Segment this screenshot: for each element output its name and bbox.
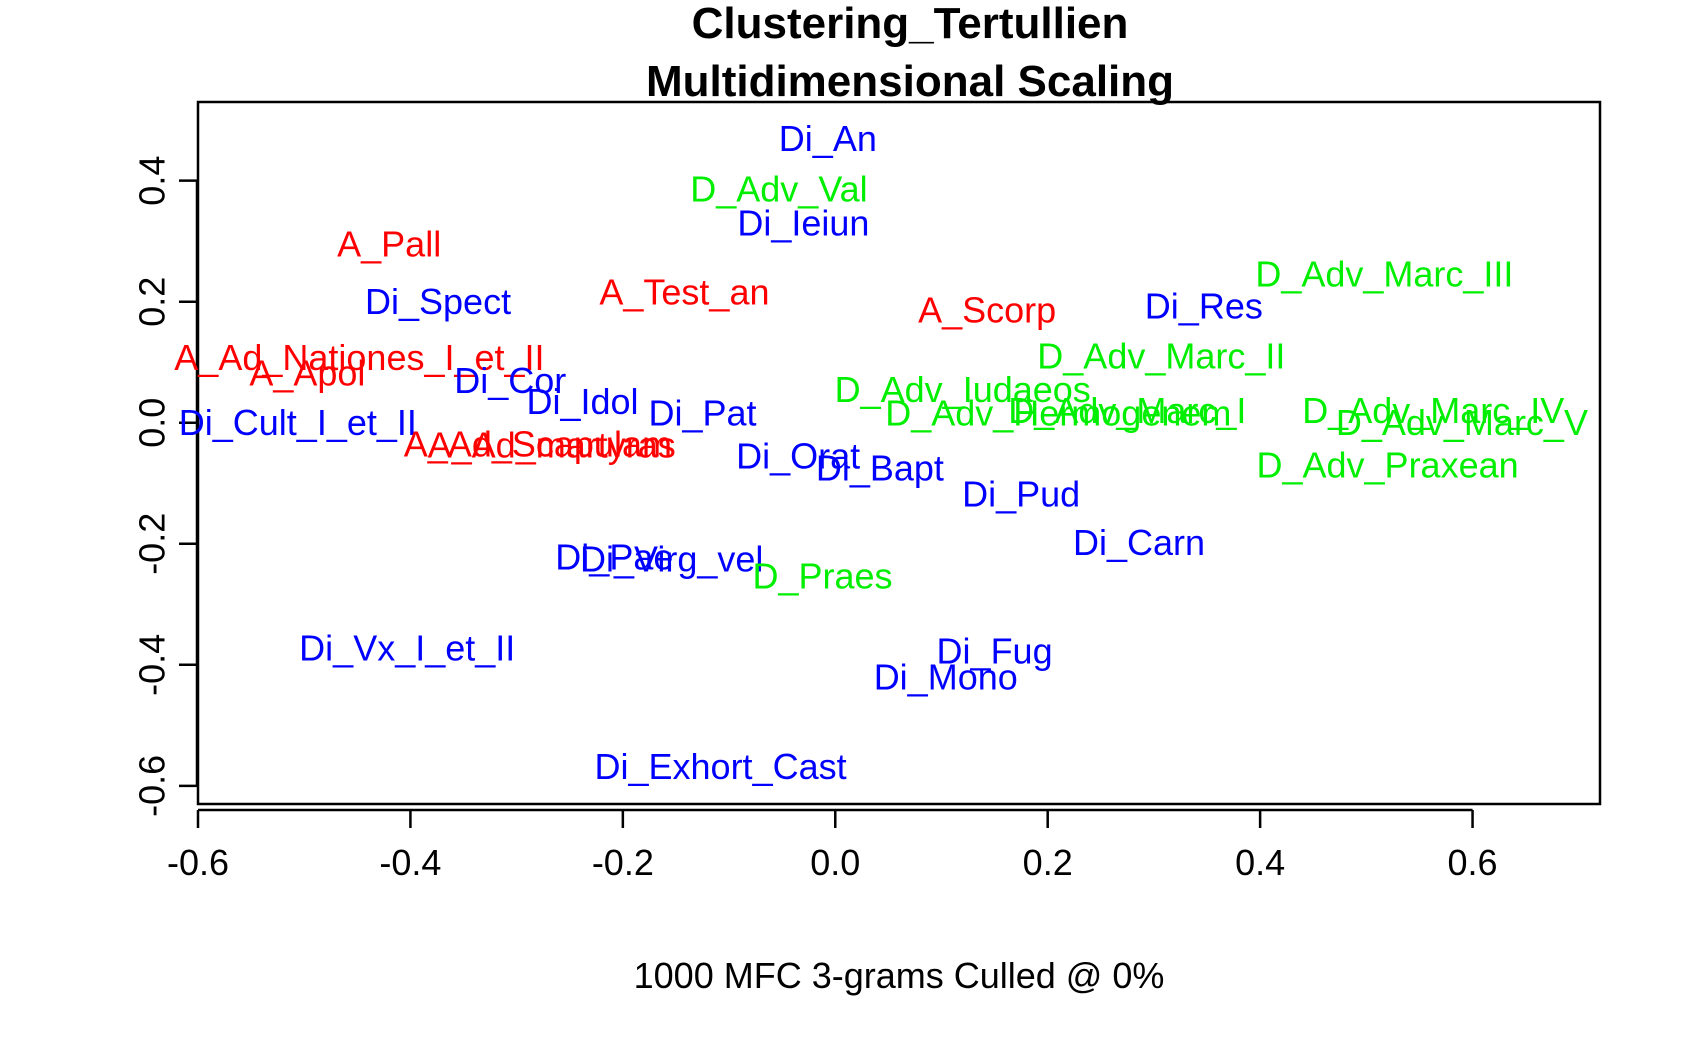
x-tick-label: 0.4 [1235,842,1285,883]
chart-title: Clustering_Tertullien [692,0,1129,48]
x-tick-label: -0.2 [592,842,654,883]
point-label: Di_Res [1145,285,1263,326]
point-label: Di_Idol [526,381,638,422]
point-label: Di_Bapt [816,448,944,489]
point-label: D_Adv_Praxean [1256,445,1518,486]
point-label: A_Pall [337,224,441,265]
point-label: Di_Carn [1073,522,1205,563]
point-label: Di_Vx_I_et_II [299,627,515,668]
x-axis: -0.6 -0.4 -0.2 0.0 0.2 0.4 0.6 [167,808,1498,883]
point-label: A_Apol [249,353,365,394]
y-axis: -0.6 -0.4 -0.2 0.0 0.2 0.4 [132,156,199,817]
point-label: Di_Mono [874,656,1018,697]
point-label: Di_Pat [648,393,756,434]
x-tick-label: 0.6 [1448,842,1498,883]
point-label: A_Ad_Scapulam [404,423,672,464]
point-label: A_Ad_Nationes_I_et_II [174,337,544,378]
y-tick-label: 0.0 [132,398,173,448]
point-label: D_Adv_Marc_I [1008,390,1246,431]
y-tick-label: -0.6 [132,755,173,817]
x-tick-label: -0.6 [167,842,229,883]
point-label: A_Ad_martyras [428,425,676,466]
point-label: Di_Ieiun [737,203,869,244]
point-label: Di_Spect [365,281,511,322]
y-tick-label: 0.4 [132,156,173,206]
chart-subtitle: Multidimensional Scaling [646,57,1174,106]
point-label: D_Adv_Marc_III [1255,253,1513,294]
point-label: D_Adv_Hermogenem [885,393,1231,434]
point-label: Di_Fug [937,630,1053,671]
y-tick-label: -0.2 [132,513,173,575]
x-tick-label: -0.4 [379,842,441,883]
x-tick-label: 0.2 [1023,842,1073,883]
point-label: Di_Virg_vel [580,538,763,579]
point-label: Di_Pae [555,537,673,578]
point-label: D_Adv_Iudaeos [835,369,1091,410]
x-axis-label: 1000 MFC 3-grams Culled @ 0% [634,955,1165,996]
point-label: Di_Pud [962,474,1080,515]
point-label: A_Scorp [918,290,1056,331]
point-label: D_Praes [752,555,892,596]
point-label: Di_An [779,118,877,159]
point-label: Di_Cor [454,360,566,401]
point-label: D_Adv_Val [690,169,867,210]
y-tick-label: 0.2 [132,277,173,327]
point-label: D_Adv_Marc_IV [1302,390,1564,431]
point-label: Di_Exhort_Cast [595,746,847,787]
point-label: A_Test_an [599,272,769,313]
point-label: D_Adv_Marc_V [1336,402,1588,443]
point-label: Di_Orat [736,436,860,477]
point-label: D_Adv_Marc_II [1037,336,1285,377]
point-label: Di_Cult_I_et_II [179,402,417,443]
y-tick-label: -0.4 [132,634,173,696]
x-tick-label: 0.0 [810,842,860,883]
